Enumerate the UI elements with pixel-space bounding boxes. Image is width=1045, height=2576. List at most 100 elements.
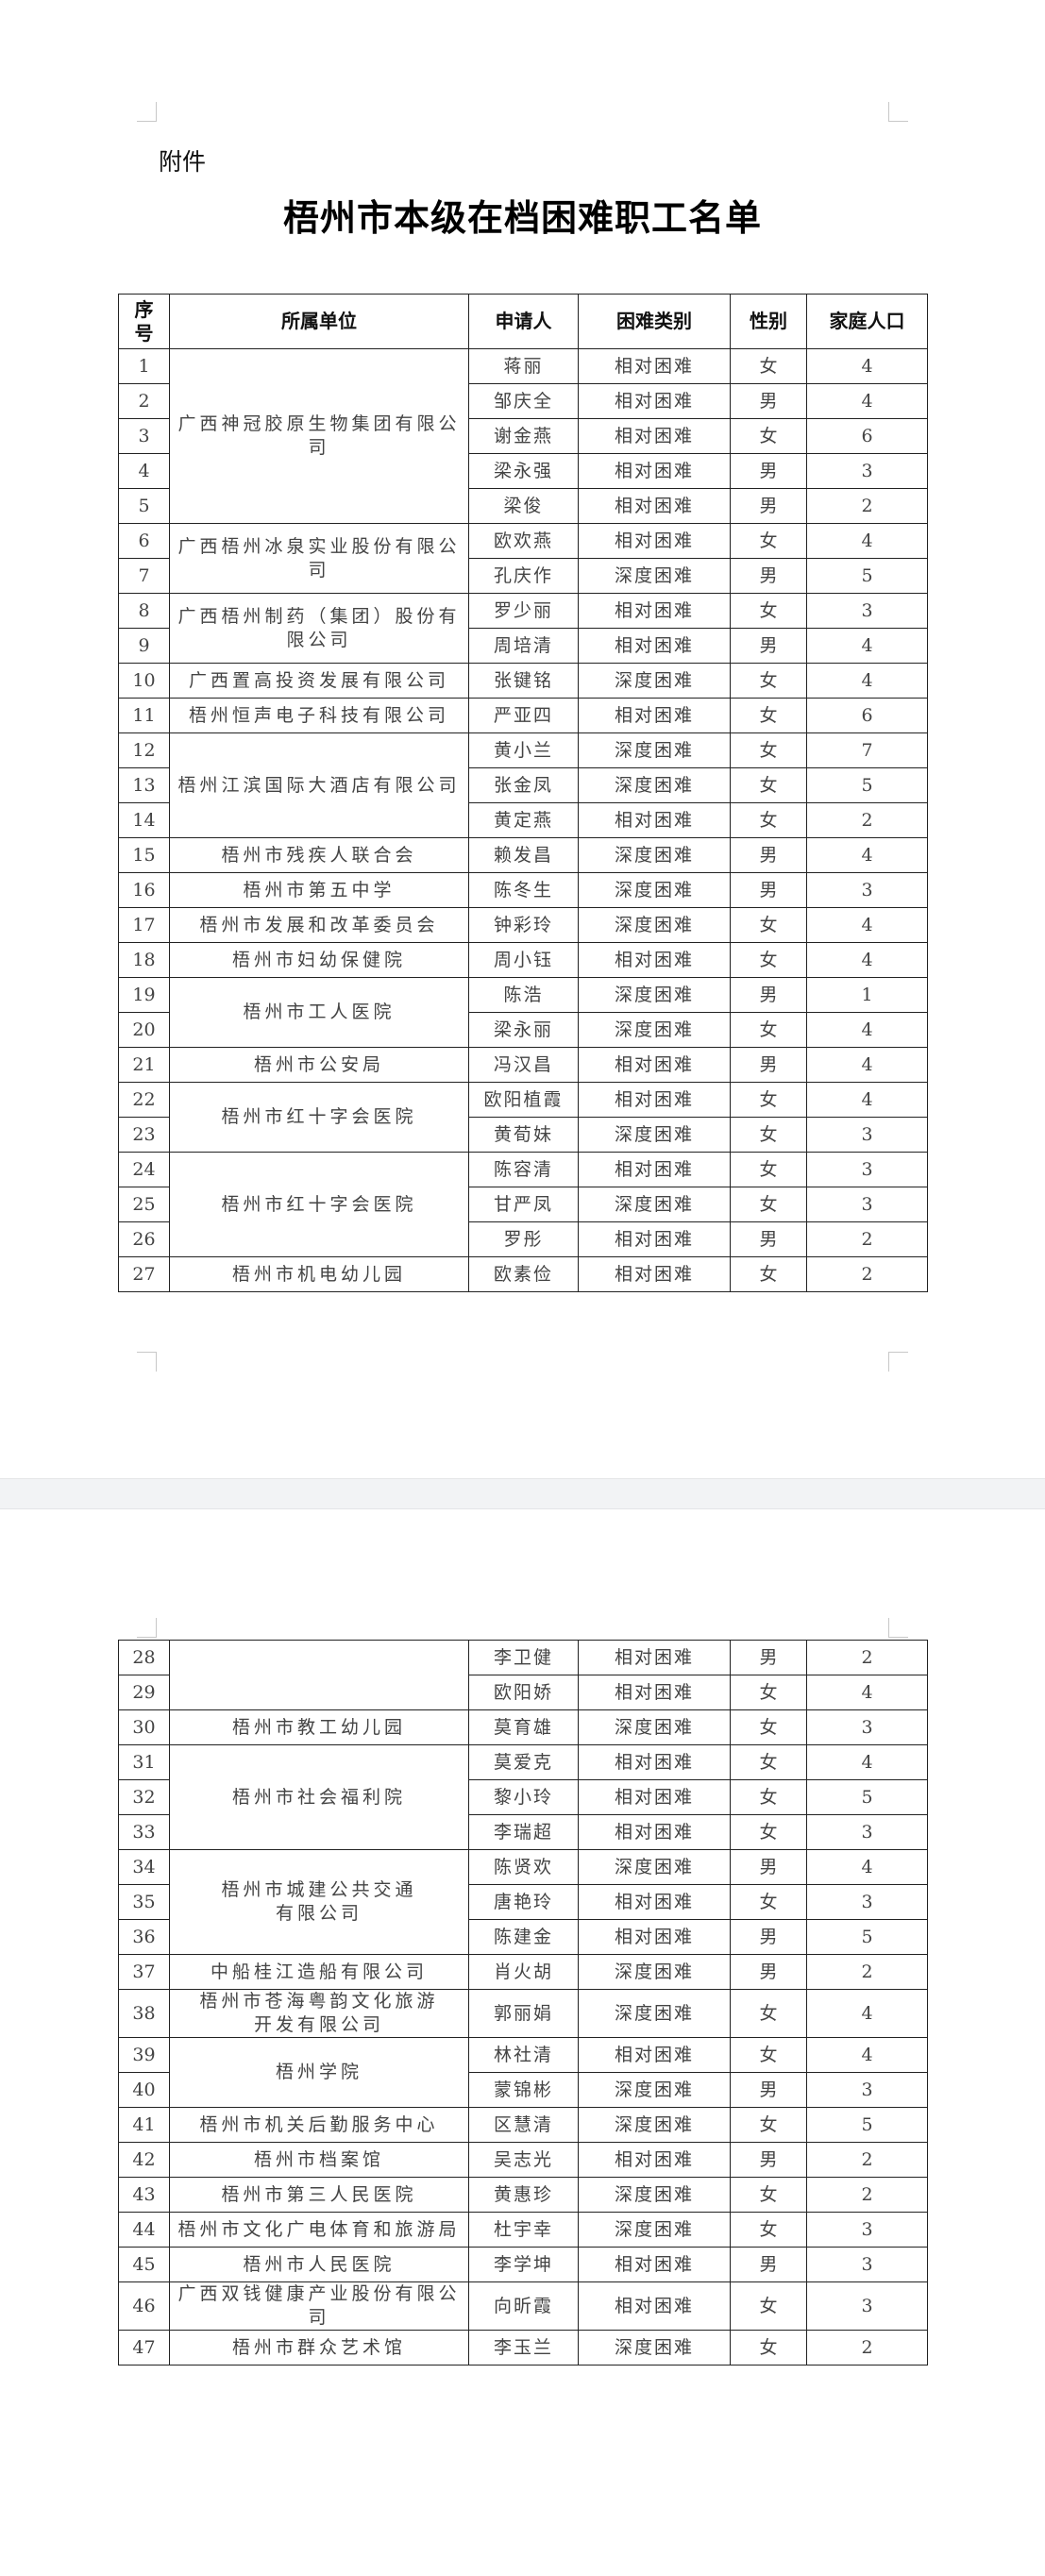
cell-no: 41 [118,2107,170,2143]
cell-applicant: 莫育雄 [468,1709,579,1745]
document-title: 梧州市本级在档困难职工名单 [282,196,762,239]
table-row: 11 梧州恒声电子科技有限公司 严亚四 相对困难女 6 [118,698,928,733]
cell-gender: 女 [730,1117,807,1153]
cell-family-size: 2 [806,1640,928,1675]
cell-unit: 中船桂江造船有限公司 [169,1954,469,1990]
cell-applicant: 钟彩玲 [468,907,579,943]
cell-family-size: 5 [806,2107,928,2143]
table-row: 30 梧州市教工幼儿园 莫育雄 深度困难女 3 [118,1709,928,1745]
cell-hardship-type: 深度困难 [578,2072,731,2108]
table-row: 35 唐艳玲 相对困难女 3 [118,1884,928,1920]
cell-applicant: 罗彤 [468,1221,579,1257]
cell-no: 23 [118,1117,170,1153]
cell-family-size: 3 [806,1152,928,1187]
cell-gender: 男 [730,2142,807,2178]
cell-family-size: 3 [806,453,928,489]
table-row: 43 梧州市第三人民医院 黄惠珍 深度困难女 2 [118,2177,928,2213]
cell-hardship-type: 相对困难 [578,593,731,629]
cell-no: 12 [118,732,170,768]
cell-no: 44 [118,2212,170,2248]
table-header-row: 序 号 所属单位 申请人 困难类别 性别 家庭人口 [118,294,928,349]
cell-family-size: 4 [806,942,928,978]
cell-unit: 梧州市第三人民医院 [169,2177,469,2213]
header-no: 序 号 [118,294,170,349]
cell-gender: 男 [730,1640,807,1675]
cell-unit: 梧州市教工幼儿园 [169,1709,469,1745]
cell-applicant: 李瑞超 [468,1814,579,1850]
cell-unit: 梧州市发展和改革委员会 [169,907,469,943]
cell-applicant: 蒙锦彬 [468,2072,579,2108]
cell-applicant: 李学坤 [468,2247,579,2282]
cell-no: 47 [118,2330,170,2366]
table-row: 7 孔庆作 深度困难男 5 [118,558,928,594]
cell-gender: 男 [730,558,807,594]
cell-family-size: 2 [806,2142,928,2178]
cell-applicant: 莫爱克 [468,1744,579,1780]
cell-family-size: 5 [806,558,928,594]
cell-no: 11 [118,698,170,733]
cell-applicant: 向昕霞 [468,2281,579,2331]
cell-unit: 梧州市文化广电体育和旅游局 [169,2212,469,2248]
cell-hardship-type: 相对困难 [578,1640,731,1675]
page-corner-mark [137,1618,157,1638]
cell-no: 19 [118,977,170,1013]
cell-hardship-type: 相对困难 [578,1919,731,1955]
cell-hardship-type: 深度困难 [578,767,731,803]
table-row: 19 梧州市工人医院 陈浩 深度困难男 1 [118,977,928,1048]
cell-family-size: 5 [806,767,928,803]
cell-gender: 女 [730,593,807,629]
cell-applicant: 欧阳植霞 [468,1082,579,1118]
table-row: 17 梧州市发展和改革委员会 钟彩玲 深度困难女 4 [118,907,928,943]
cell-gender: 女 [730,802,807,838]
cell-hardship-type: 相对困难 [578,2142,731,2178]
cell-gender: 女 [730,942,807,978]
cell-applicant: 孔庆作 [468,558,579,594]
cell-applicant: 张金凤 [468,767,579,803]
cell-applicant: 陈冬生 [468,872,579,908]
cell-unit: 梧州市公安局 [169,1047,469,1083]
cell-unit: 梧州市苍海粤韵文化旅游 开发有限公司 [169,1989,469,2038]
cell-hardship-type: 相对困难 [578,1744,731,1780]
table-row: 20 梁永丽 深度困难女 4 [118,1012,928,1048]
cell-unit: 梧州市机电幼儿园 [169,1256,469,1292]
table-row: 34 梧州市城建公共交通 有限公司 陈贤欢 深度困难男 4 [118,1849,928,1955]
cell-no: 42 [118,2142,170,2178]
cell-hardship-type: 深度困难 [578,1849,731,1885]
cell-no: 6 [118,523,170,559]
table-row: 25 甘严凤 深度困难女 3 [118,1187,928,1222]
cell-no: 22 [118,1082,170,1118]
cell-hardship-type: 相对困难 [578,2247,731,2282]
cell-applicant: 杜宇幸 [468,2212,579,2248]
table-row: 8 广西梧州制药（集团）股份有限公司 罗少丽 相对困难女 3 [118,593,928,664]
cell-gender: 男 [730,977,807,1013]
cell-gender: 女 [730,767,807,803]
cell-hardship-type: 深度困难 [578,1989,731,2038]
cell-no: 13 [118,767,170,803]
cell-gender: 女 [730,1012,807,1048]
cell-no: 5 [118,488,170,524]
cell-family-size: 2 [806,802,928,838]
table-row: 36 陈建金 相对困难男 5 [118,1919,928,1955]
cell-applicant: 周小钰 [468,942,579,978]
cell-no: 14 [118,802,170,838]
header-family: 家庭人口 [806,294,928,349]
cell-hardship-type: 相对困难 [578,1884,731,1920]
cell-family-size: 4 [806,383,928,419]
cell-gender: 女 [730,2212,807,2248]
table-row: 16 梧州市第五中学 陈冬生 深度困难男 3 [118,872,928,908]
cell-no: 39 [118,2037,170,2073]
cell-hardship-type: 相对困难 [578,523,731,559]
header-unit: 所属单位 [169,294,469,349]
cell-family-size: 4 [806,837,928,873]
cell-family-size: 4 [806,907,928,943]
cell-gender: 女 [730,698,807,733]
cell-no: 18 [118,942,170,978]
staff-table-page-2: 28 李卫健 相对困难男 2 29 欧阳娇 相对困难女 4 30 梧州市教工幼儿园 莫育雄 深度困难女… [118,1640,928,2366]
cell-gender: 女 [730,348,807,384]
cell-applicant: 黄荀妹 [468,1117,579,1153]
cell-family-size: 3 [806,1814,928,1850]
cell-gender: 女 [730,1187,807,1222]
cell-no: 35 [118,1884,170,1920]
cell-applicant: 蒋丽 [468,348,579,384]
cell-gender: 女 [730,2037,807,2073]
